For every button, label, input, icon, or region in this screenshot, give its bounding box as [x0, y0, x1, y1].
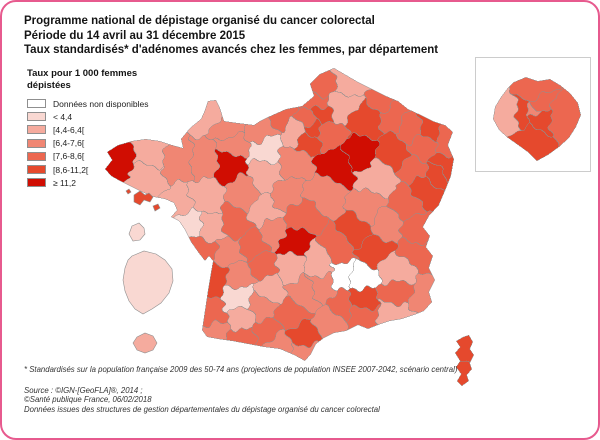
- legend-title: Taux pour 1 000 femmes dépistées: [27, 68, 148, 91]
- legend-item-3: [6,4-7,6[: [27, 137, 148, 150]
- legend-item-2: [4,4-6,4[: [27, 123, 148, 136]
- legend-swatch: [27, 138, 46, 148]
- legend-label: ≥ 11,2: [53, 177, 76, 188]
- legend-label: [4,4-6,4[: [53, 124, 85, 135]
- source-line-3: Données issues des structures de gestion…: [24, 404, 380, 414]
- legend-title-line-1: Taux pour 1 000 femmes: [27, 68, 138, 79]
- map-legend: Taux pour 1 000 femmes dépistées Données…: [27, 68, 148, 189]
- legend-item-5: [8,6-11,2[: [27, 163, 148, 176]
- source-line-1: Source : ©IGN-[GeoFLA]®, 2014 ;: [24, 386, 143, 395]
- legend-swatch: [27, 165, 46, 175]
- legend-label: [8,6-11,2[: [53, 164, 89, 175]
- legend-item-1: < 4,4: [27, 110, 148, 123]
- legend-label: [7,6-8,6[: [53, 151, 85, 162]
- legend-swatch: [27, 112, 46, 122]
- legend-title-line-2: dépistées: [27, 79, 71, 91]
- legend-label: [6,4-7,6[: [53, 138, 85, 149]
- legend-item-6: ≥ 11,2: [27, 176, 148, 189]
- legend-swatch: [27, 178, 46, 188]
- legend-label: Données non disponibles: [53, 98, 149, 109]
- legend-swatch: [27, 151, 46, 161]
- legend-swatch: [27, 99, 46, 109]
- title-line-2: Période du 14 avril au 31 décembre 2015: [24, 29, 246, 42]
- legend-swatch: [27, 125, 46, 135]
- source-block: Source : ©IGN-[GeoFLA]®, 2014 ; ©Santé p…: [24, 386, 380, 414]
- legend-item-4: [7,6-8,6[: [27, 150, 148, 163]
- report-title: Programme national de dépistage organisé…: [24, 14, 438, 58]
- legend-item-0: Données non disponibles: [27, 97, 148, 110]
- source-line-2: ©Santé publique France, 06/02/2018: [24, 395, 152, 405]
- title-line-1: Programme national de dépistage organisé…: [24, 15, 375, 27]
- standardisation-footnote: * Standardisés sur la population françai…: [24, 365, 458, 374]
- title-line-3: Taux standardisés* d'adénomes avancés ch…: [24, 44, 439, 56]
- legend-items: Données non disponibles < 4,4 [4,4-6,4[ [6,…: [27, 97, 148, 189]
- legend-label: < 4,4: [53, 111, 73, 122]
